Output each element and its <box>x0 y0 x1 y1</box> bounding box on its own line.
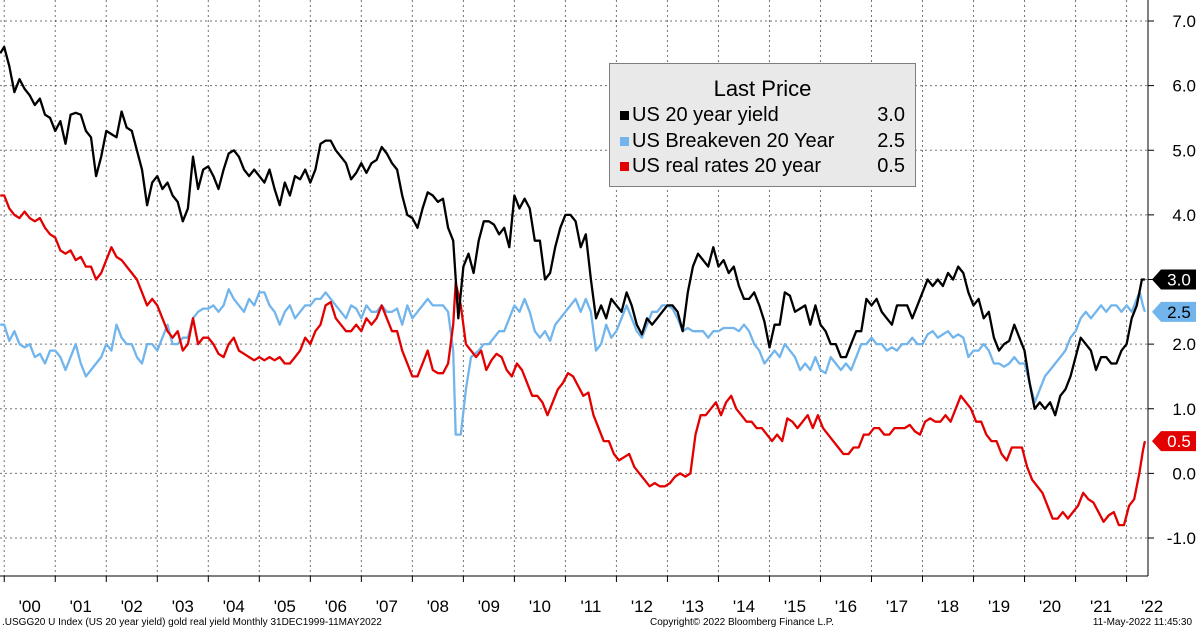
y-tick-label: 2.0 <box>1172 335 1196 354</box>
y-tick-label: 4.0 <box>1172 206 1196 225</box>
x-tick-label: '19 <box>988 597 1010 616</box>
x-tick-label: '18 <box>937 597 959 616</box>
y-tick-label: 5.0 <box>1172 141 1196 160</box>
y-tick-label: 7.0 <box>1172 12 1196 31</box>
y-tick-label: 6.0 <box>1172 77 1196 96</box>
x-tick-label: '04 <box>223 597 245 616</box>
last-value-labels: 3.0 2.5 0.5 <box>1152 269 1196 452</box>
x-tick-label: '12 <box>631 597 653 616</box>
series-layer <box>0 45 1147 527</box>
y-tick-label: -1.0 <box>1167 529 1196 548</box>
last-value-label: 3.0 <box>1167 271 1191 290</box>
last-value-label: 2.5 <box>1167 303 1191 322</box>
y-tick-label: 1.0 <box>1172 400 1196 419</box>
gridlines <box>0 0 1148 576</box>
x-tick-label: '09 <box>478 597 500 616</box>
x-tick-label: '02 <box>121 597 143 616</box>
series-line-us-20-year-yield <box>0 45 1145 417</box>
legend: Last Price US 20 year yield 3.0 US Break… <box>609 63 916 187</box>
legend-entry-breakeven: US Breakeven 20 Year 2.5 <box>620 128 905 154</box>
x-tick-label: '21 <box>1090 597 1112 616</box>
x-tick-label: '17 <box>886 597 908 616</box>
x-tick-label: '06 <box>325 597 347 616</box>
last-value-label: 0.5 <box>1167 432 1191 451</box>
footer-timestamp: 11-May-2022 11:45:30 <box>1092 617 1192 628</box>
legend-swatch-blue <box>620 136 629 146</box>
x-tick-label: '11 <box>580 597 601 616</box>
x-tick-label: '08 <box>427 597 449 616</box>
legend-entry-value: 0.5 <box>877 154 905 177</box>
legend-entry-20y-yield: US 20 year yield 3.0 <box>620 102 905 128</box>
x-tick-label: '05 <box>274 597 296 616</box>
x-tick-label: '15 <box>784 597 806 616</box>
footer-source-text: .USGG20 U Index (US 20 year yield) gold … <box>2 617 382 628</box>
legend-entry-name: US Breakeven 20 Year <box>632 129 835 152</box>
x-tick-labels: '00 '01 '02 '03 '04 '05 '06 '07 '08 '09 '10 '11 '12 '… <box>3 576 1163 616</box>
legend-entry-value: 3.0 <box>877 103 905 126</box>
last-value-tag-2 <box>1152 431 1196 452</box>
x-tick-label: '03 <box>172 597 194 616</box>
legend-swatch-red <box>620 161 629 171</box>
legend-entry-name: US real rates 20 year <box>632 154 821 177</box>
x-tick-label: '07 <box>376 597 398 616</box>
legend-entry-value: 2.5 <box>877 129 905 152</box>
legend-entry-name: US 20 year yield <box>632 103 779 126</box>
x-tick-label: '01 <box>70 597 92 616</box>
axes <box>0 0 1149 577</box>
y-tick-label: 0.0 <box>1172 464 1196 483</box>
last-value-tag-1 <box>1152 301 1196 322</box>
x-tick-label: '10 <box>529 597 551 616</box>
x-tick-label: '14 <box>733 597 755 616</box>
footer-copyright: Copyright© 2022 Bloomberg Finance L.P. <box>650 617 834 628</box>
legend-entry-real-rates: US real rates 20 year 0.5 <box>620 153 905 179</box>
x-tick-label: '16 <box>835 597 857 616</box>
x-tick-label: '13 <box>682 597 704 616</box>
x-tick-label: '00 <box>19 597 41 616</box>
x-tick-label: '22 <box>1141 597 1163 616</box>
legend-title: Last Price <box>713 76 812 101</box>
last-value-tag-0 <box>1152 269 1196 290</box>
line-chart: 7.06.05.04.03.02.01.00.0-1.0 '00'01'02'0… <box>0 0 1196 616</box>
legend-swatch-black <box>620 110 629 120</box>
series-line-us-real-rates-20-year <box>0 194 1147 527</box>
x-tick-label: '20 <box>1039 597 1061 616</box>
